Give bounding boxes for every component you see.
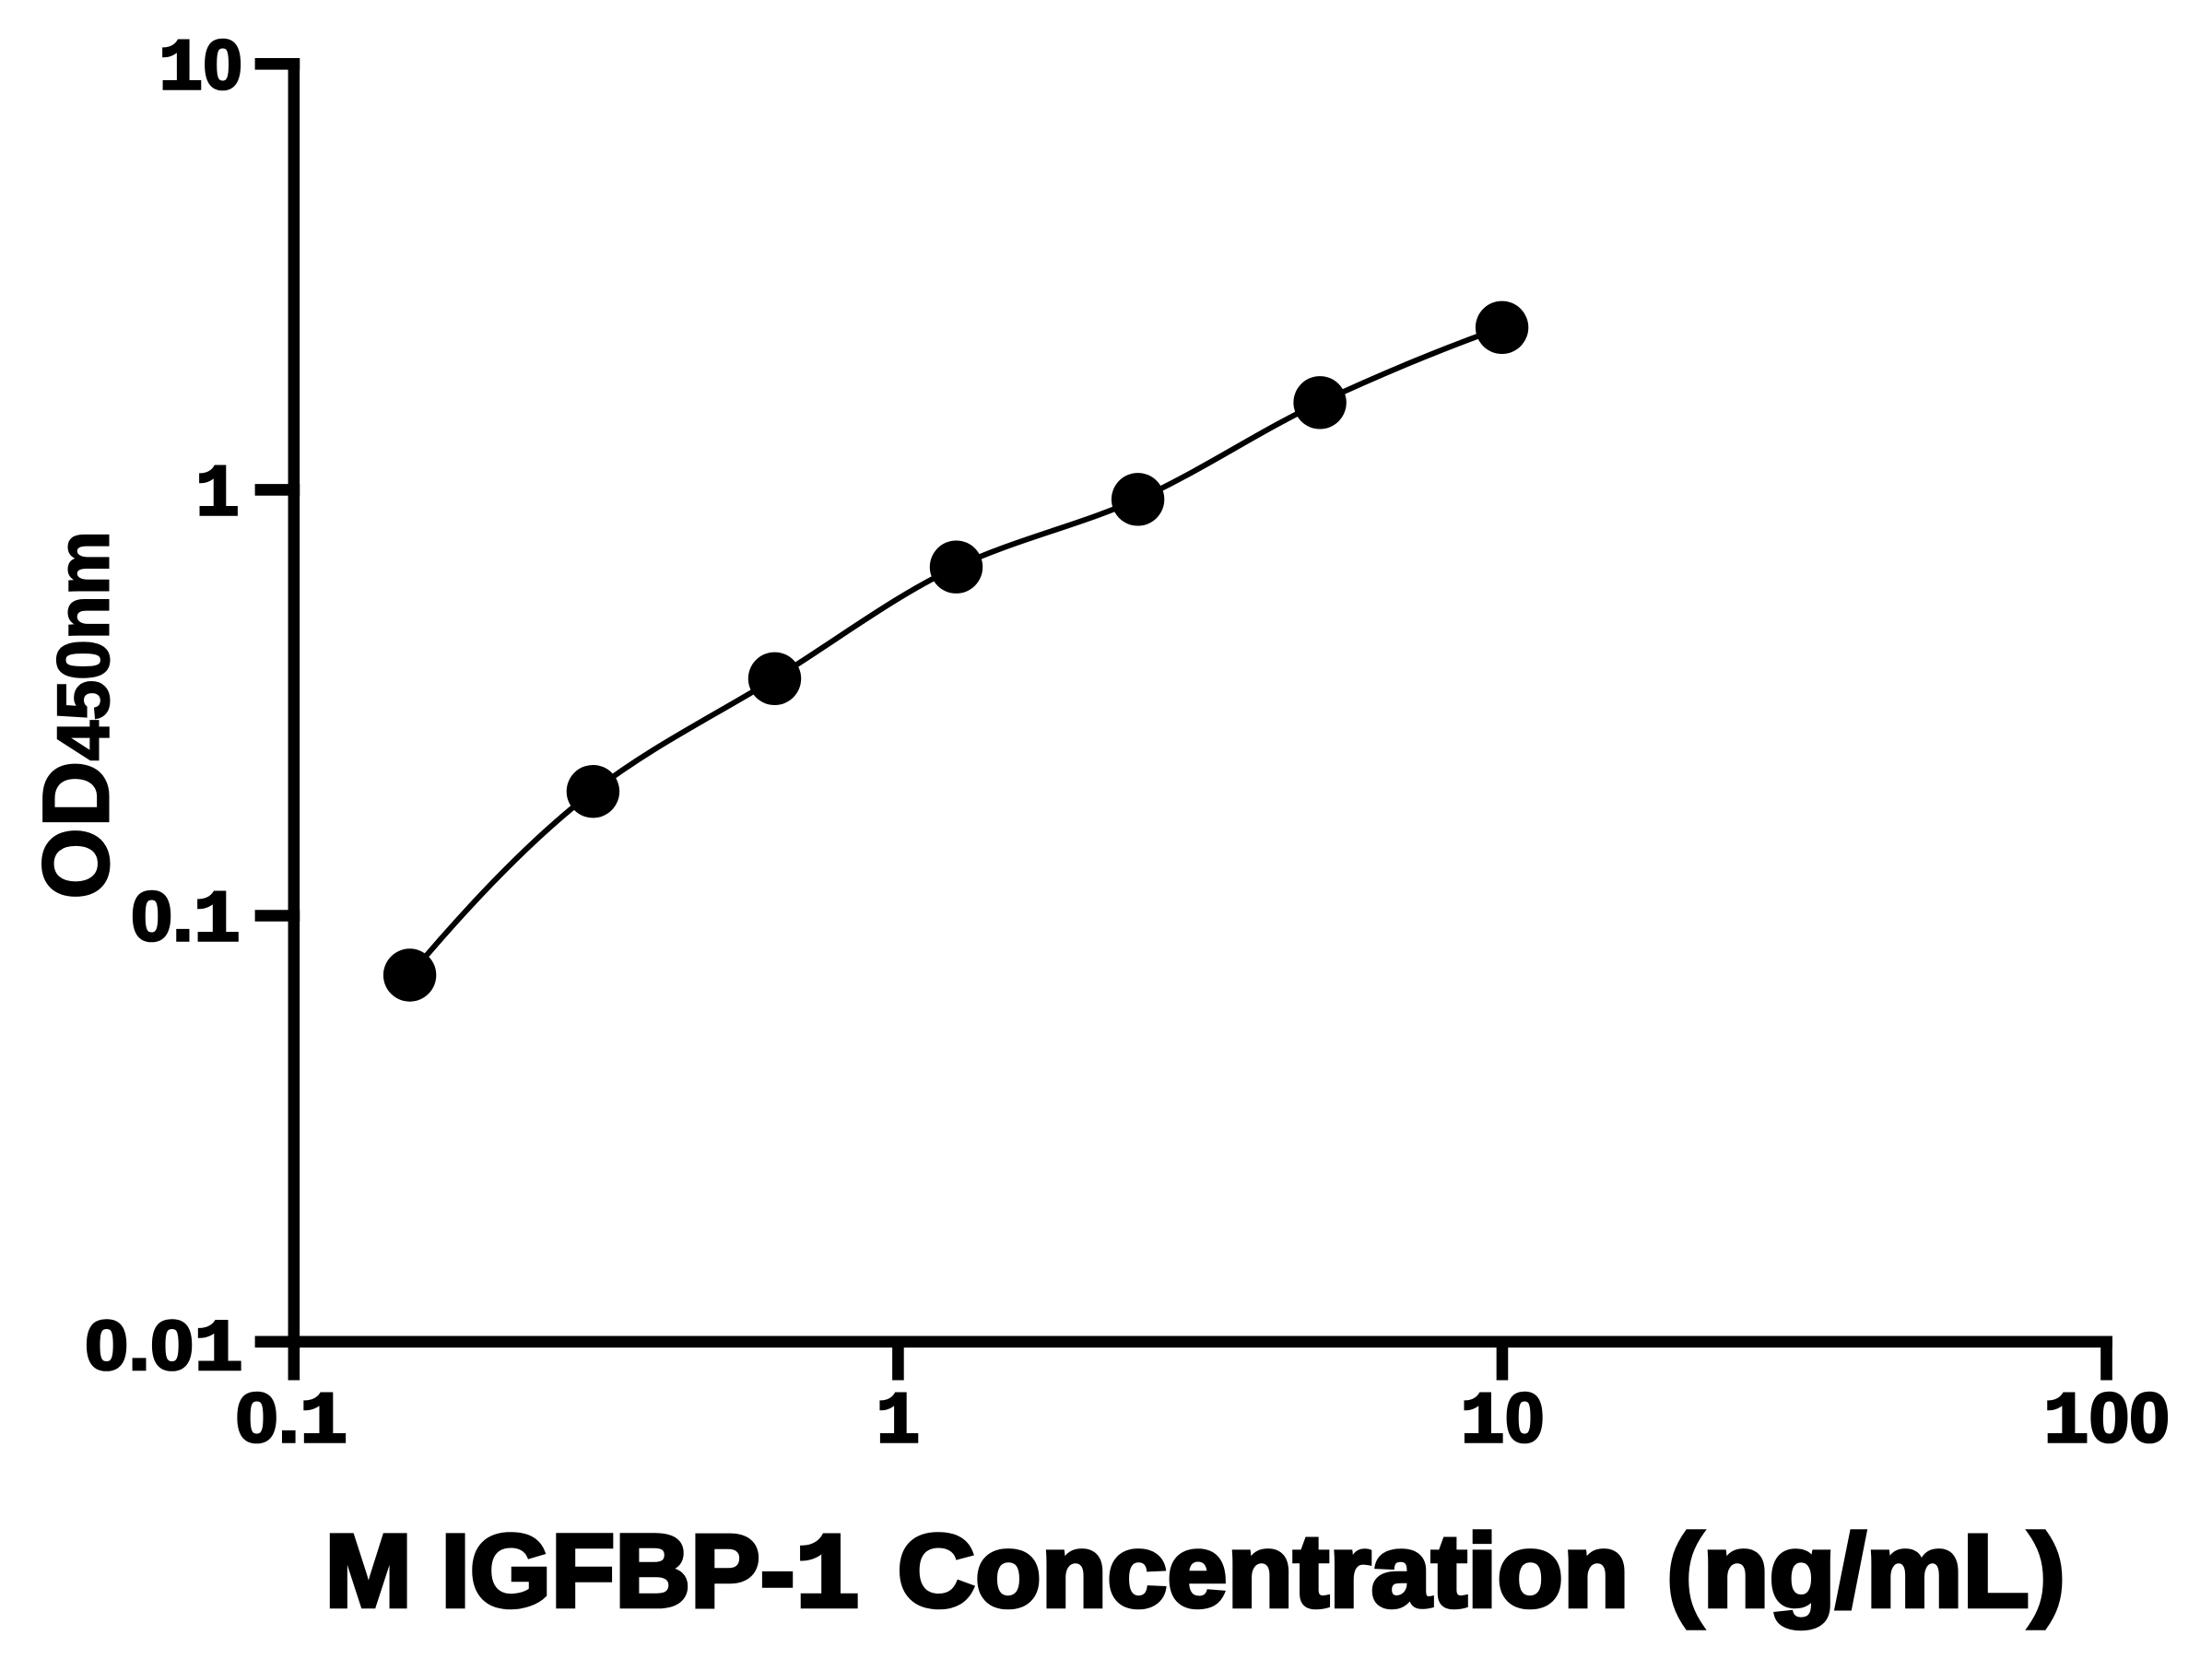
svg-text:0.01: 0.0 1 <box>85 1307 243 1393</box>
svg-text:M IGFBP-1: M IGFBP-1 <box>325 1513 861 1640</box>
svg-text:10: 10 <box>159 26 242 112</box>
svg-text:0.1: 0.1 <box>131 878 241 964</box>
svg-text:1: 1 <box>876 1382 920 1465</box>
svg-text:10: 10 <box>1460 1380 1544 1465</box>
svg-text:1: 1 <box>195 453 240 537</box>
svg-text:0.1: 0.1 <box>236 1380 348 1465</box>
svg-text:(ng/mL): (ng/mL) <box>1666 1513 2065 1629</box>
svg-text:Concentration: Concentration <box>898 1513 1630 1629</box>
svg-text:100: 100 <box>2043 1380 2170 1465</box>
